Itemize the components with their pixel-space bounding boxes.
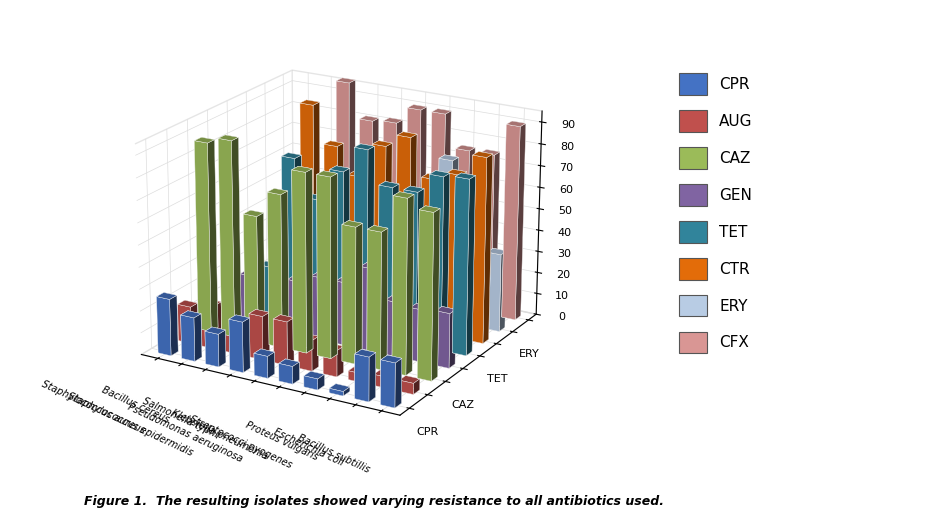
Text: Figure 1.  The resulting isolates showed varying resistance to all antibiotics u: Figure 1. The resulting isolates showed … (84, 495, 664, 508)
Legend: CPR, AUG, CAZ, GEN, TET, CTR, ERY, CFX: CPR, AUG, CAZ, GEN, TET, CTR, ERY, CFX (673, 67, 758, 359)
